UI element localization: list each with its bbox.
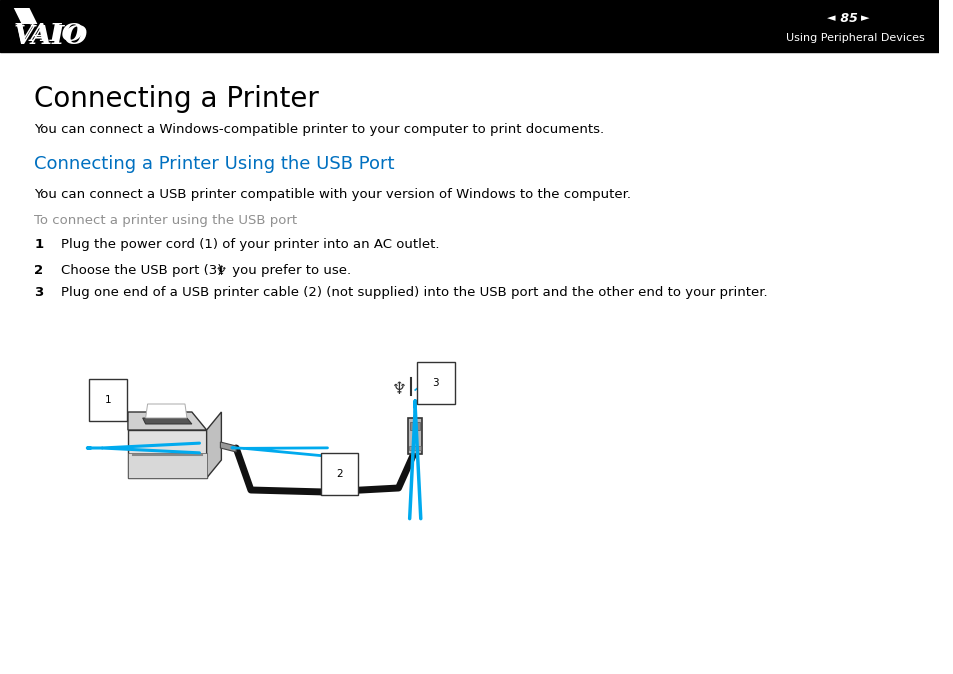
Text: VAIO: VAIO bbox=[13, 24, 88, 49]
Text: Plug the power cord (1) of your printer into an AC outlet.: Plug the power cord (1) of your printer … bbox=[61, 238, 439, 251]
Polygon shape bbox=[128, 412, 207, 430]
Bar bbox=[408, 418, 421, 454]
Polygon shape bbox=[128, 453, 207, 478]
Polygon shape bbox=[146, 404, 187, 418]
Text: Connecting a Printer Using the USB Port: Connecting a Printer Using the USB Port bbox=[34, 155, 395, 173]
Text: Using Peripheral Devices: Using Peripheral Devices bbox=[785, 33, 923, 43]
Polygon shape bbox=[220, 442, 236, 452]
Text: Choose the USB port (3): Choose the USB port (3) bbox=[61, 264, 227, 277]
Text: 2: 2 bbox=[34, 264, 44, 277]
Polygon shape bbox=[13, 8, 37, 24]
Text: 3: 3 bbox=[432, 378, 438, 388]
Bar bbox=[0, 0, 938, 52]
Text: ◄: ◄ bbox=[825, 13, 834, 23]
Text: 3: 3 bbox=[34, 286, 44, 299]
Text: You can connect a USB printer compatible with your version of Windows to the com: You can connect a USB printer compatible… bbox=[34, 188, 631, 201]
Text: 2: 2 bbox=[335, 469, 342, 479]
Text: Connecting a Printer: Connecting a Printer bbox=[34, 85, 319, 113]
Polygon shape bbox=[207, 412, 221, 478]
Bar bbox=[409, 446, 420, 450]
Text: ►: ► bbox=[860, 13, 868, 23]
Text: 1: 1 bbox=[105, 395, 112, 405]
Text: To connect a printer using the USB port: To connect a printer using the USB port bbox=[34, 214, 297, 227]
Polygon shape bbox=[128, 430, 207, 478]
Bar bbox=[410, 422, 419, 430]
Text: ♆: ♆ bbox=[392, 380, 407, 398]
Polygon shape bbox=[143, 418, 192, 424]
Text: Plug one end of a USB printer cable (2) (not supplied) into the USB port and the: Plug one end of a USB printer cable (2) … bbox=[61, 286, 767, 299]
Text: 1: 1 bbox=[34, 238, 44, 251]
Text: 85: 85 bbox=[836, 11, 862, 24]
Text: You can connect a Windows-compatible printer to your computer to print documents: You can connect a Windows-compatible pri… bbox=[34, 123, 604, 136]
Text: VAIO: VAIO bbox=[13, 22, 84, 46]
Text: you prefer to use.: you prefer to use. bbox=[228, 264, 351, 277]
Text: ♆: ♆ bbox=[215, 265, 227, 278]
